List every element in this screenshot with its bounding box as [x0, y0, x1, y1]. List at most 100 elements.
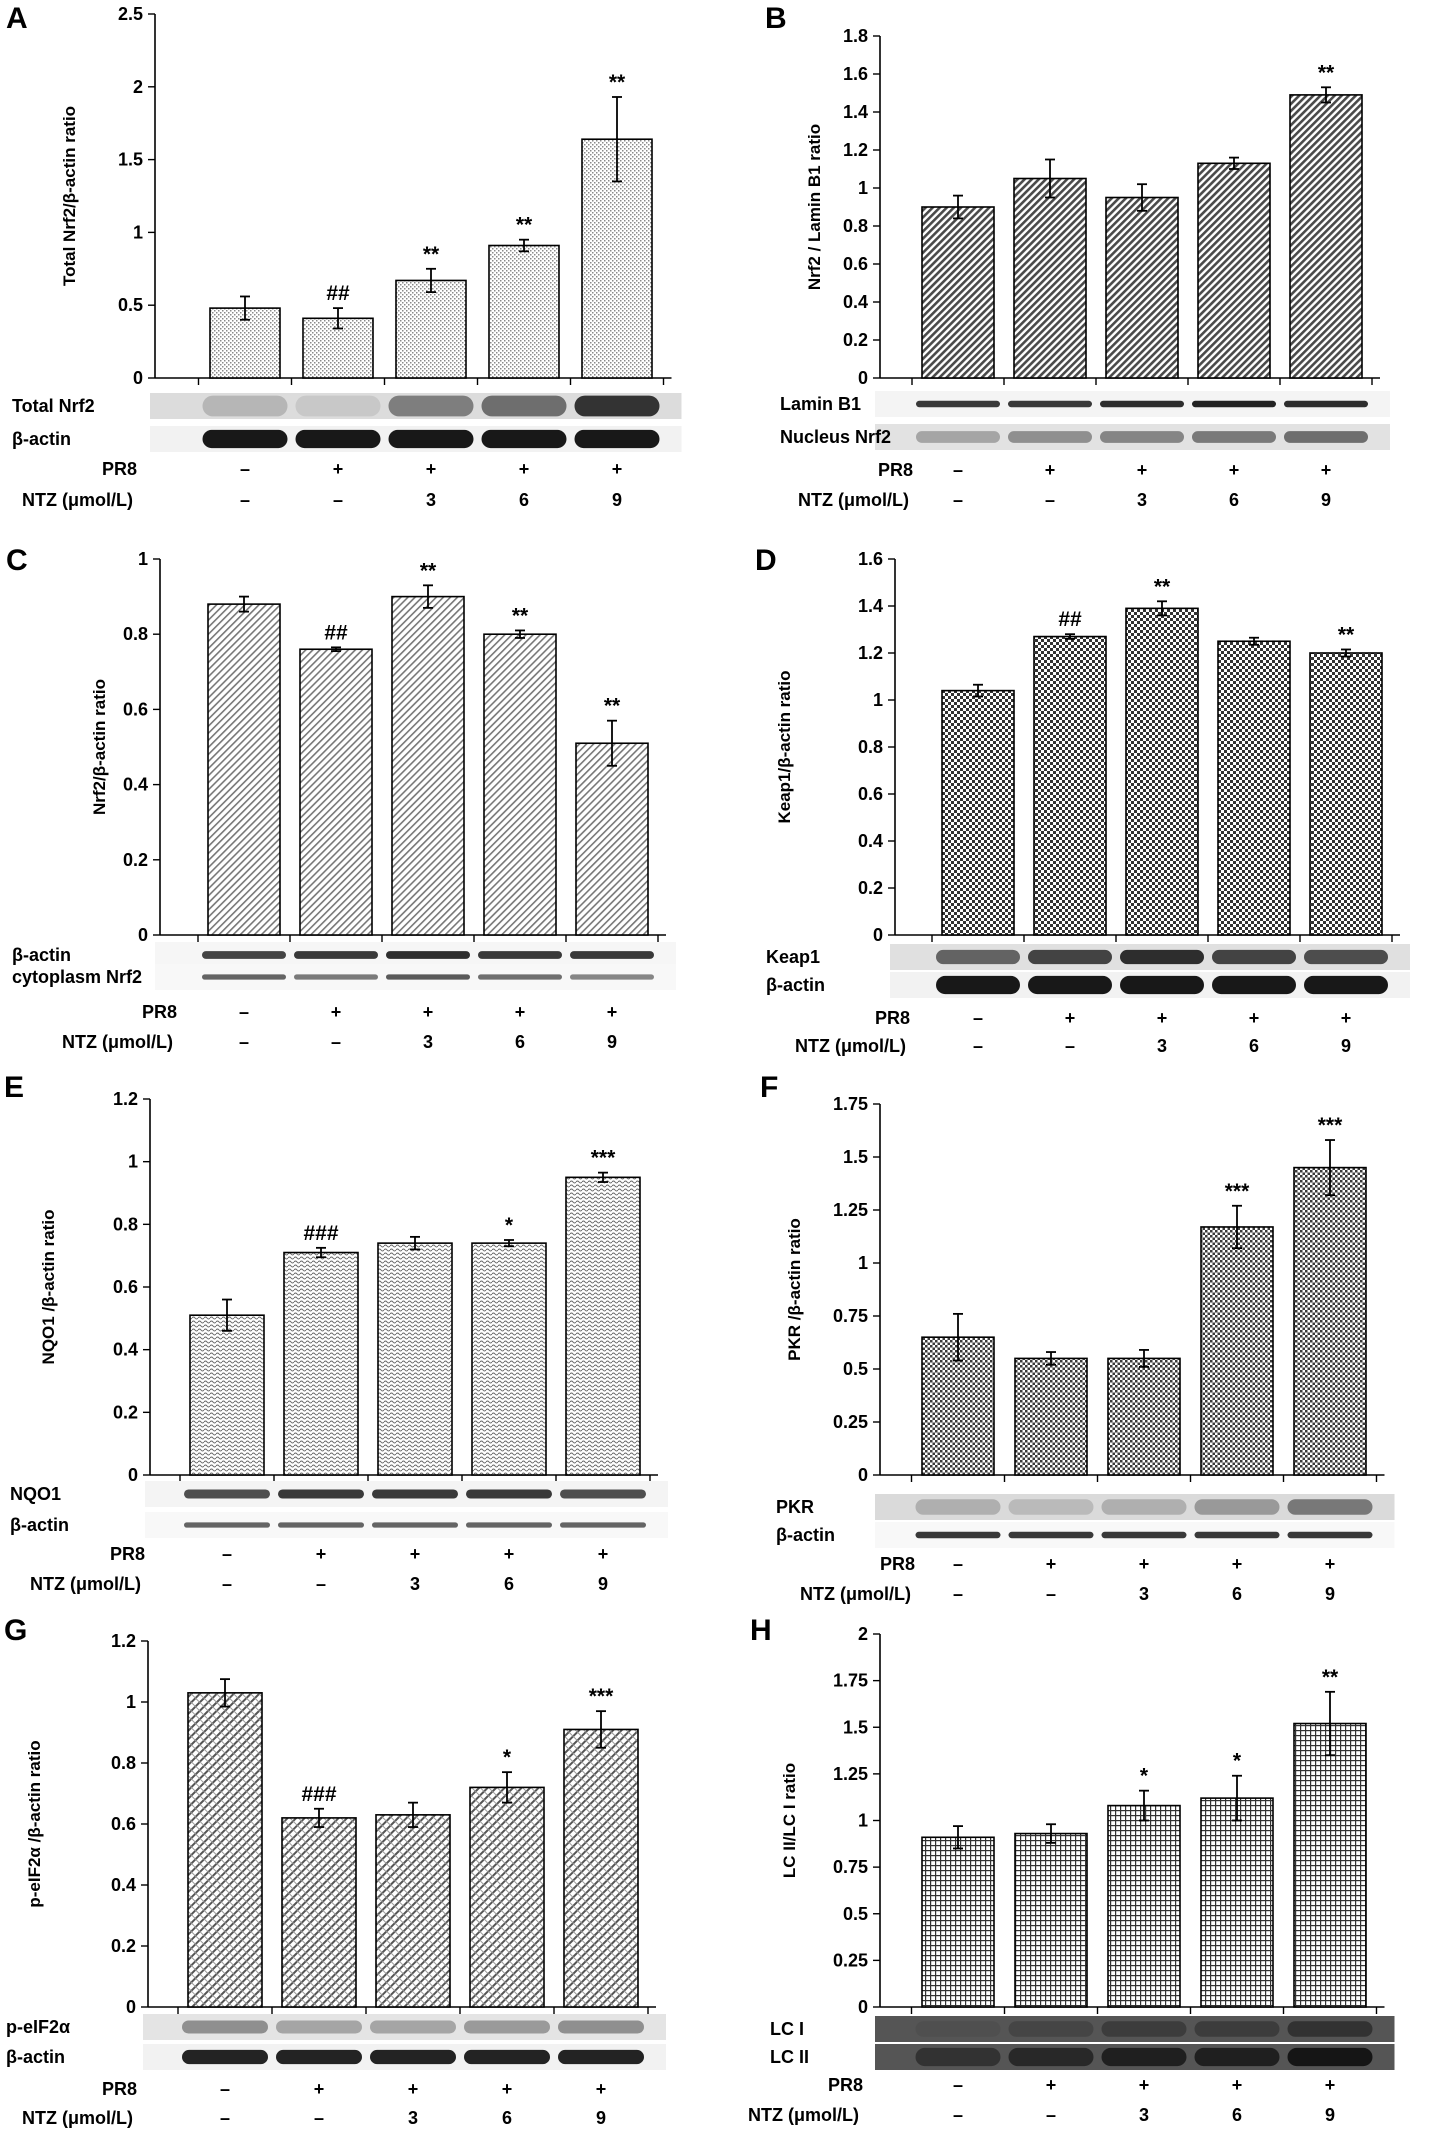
y-tick-label: 0.5: [843, 1904, 868, 1924]
error-bar: [331, 646, 341, 653]
pr8-label: PR8: [828, 2075, 863, 2095]
y-tick-label: 1.6: [858, 549, 883, 569]
y-tick-label: 1: [138, 549, 148, 569]
error-bar: [973, 683, 983, 698]
y-tick-label: 0.4: [111, 1875, 136, 1895]
panel-letter: H: [750, 1614, 772, 1647]
blot-band: [570, 974, 654, 980]
bar: [1217, 640, 1291, 936]
blot-band: [1212, 949, 1296, 965]
ntz-value: –: [316, 1574, 326, 1594]
blot-band: [478, 974, 562, 980]
blot-band: [388, 395, 474, 417]
error-bar: [515, 629, 525, 639]
blot-band: [466, 1489, 552, 1499]
y-axis-label: Nrf2/β-actin ratio: [90, 679, 109, 815]
bar: [299, 648, 373, 936]
y-tick-label: 0.4: [123, 775, 148, 795]
y-tick-label: 0: [858, 368, 868, 388]
blot-band: [570, 951, 654, 959]
error-bar: [1065, 633, 1075, 640]
error-bar: [1321, 86, 1331, 104]
blot-label: Keap1: [766, 947, 820, 967]
significance-label: *: [1233, 1750, 1242, 1773]
significance-label: ##: [324, 621, 348, 644]
ntz-value: 3: [426, 490, 436, 510]
pr8-value: +: [1232, 2075, 1243, 2095]
pr8-value: +: [612, 459, 623, 479]
pr8-value: +: [316, 1544, 327, 1564]
y-tick-label: 0.8: [111, 1753, 136, 1773]
blot-band: [294, 951, 378, 959]
pr8-value: –: [953, 2075, 963, 2095]
ntz-label: NTZ (μmol/L): [800, 1584, 911, 1604]
pr8-value: +: [1157, 1008, 1168, 1028]
blot-band: [1287, 1499, 1373, 1515]
bar: [375, 1814, 451, 2008]
blot-label: LC I: [770, 2019, 804, 2039]
y-tick-label: 0.75: [833, 1306, 868, 1326]
pr8-value: +: [1139, 2075, 1150, 2095]
y-tick-label: 0.2: [111, 1936, 136, 1956]
significance-label: **: [604, 695, 621, 718]
y-tick-label: 1.4: [858, 596, 883, 616]
pr8-value: +: [1065, 1008, 1076, 1028]
bar: [563, 1728, 639, 2008]
y-tick-label: 0.8: [123, 624, 148, 644]
ntz-value: 9: [596, 2108, 606, 2128]
y-tick-label: 0.6: [843, 254, 868, 274]
pr8-value: –: [953, 1554, 963, 1574]
ntz-label: NTZ (μmol/L): [30, 1574, 141, 1594]
ntz-label: NTZ (μmol/L): [798, 490, 909, 510]
blot-band: [202, 951, 286, 959]
pr8-value: –: [973, 1008, 983, 1028]
error-bar: [1045, 158, 1055, 199]
blot-band: [1192, 431, 1276, 443]
pr8-value: +: [1229, 460, 1240, 480]
y-tick-label: 0: [138, 925, 148, 945]
error-bar: [1137, 183, 1147, 212]
pr8-value: +: [1325, 1554, 1336, 1574]
bar: [1014, 1357, 1088, 1476]
significance-label: *: [1140, 1765, 1149, 1788]
error-bar: [1139, 1349, 1149, 1368]
blot-label: β-actin: [12, 945, 71, 965]
y-tick-label: 2: [858, 1624, 868, 1644]
panel-b: B 0 0.2 0.4 0.6 0.8 1 1.2 1.4 1.6 1.8 Nrf2 / Lamin …: [765, 2, 1390, 510]
ntz-label: NTZ (μmol/L): [22, 490, 133, 510]
ntz-value: 6: [1229, 490, 1239, 510]
bar: [488, 244, 560, 379]
error-bar: [316, 1246, 326, 1259]
pr8-value: +: [1325, 2075, 1336, 2095]
panel-letter: B: [765, 2, 787, 35]
blot-band: [1194, 2021, 1280, 2037]
ntz-value: –: [953, 490, 963, 510]
bar: [1107, 1357, 1181, 1476]
pr8-label: PR8: [875, 1008, 910, 1028]
blot-band: [372, 1522, 458, 1528]
bar: [187, 1692, 263, 2008]
significance-label: **: [1154, 575, 1171, 598]
error-bar: [1232, 1204, 1242, 1250]
pr8-label: PR8: [878, 460, 913, 480]
blot-band: [915, 1531, 1001, 1539]
error-bar: [953, 1312, 963, 1362]
ntz-value: –: [973, 1036, 983, 1056]
error-bar: [596, 1710, 606, 1749]
y-tick-label: 2.5: [118, 4, 143, 24]
blot-band: [202, 429, 288, 449]
pr8-value: +: [504, 1544, 515, 1564]
bar: [471, 1242, 547, 1476]
bar: [1107, 1804, 1181, 2008]
blot-label: β-actin: [766, 975, 825, 995]
ntz-value: 3: [408, 2108, 418, 2128]
pr8-value: +: [1232, 1554, 1243, 1574]
ntz-value: 9: [1325, 1584, 1335, 1604]
pr8-value: +: [410, 1544, 421, 1564]
y-tick-label: 1.25: [833, 1764, 868, 1784]
pr8-value: +: [333, 459, 344, 479]
blot-band: [560, 1522, 646, 1528]
pr8-value: +: [607, 1002, 618, 1022]
bar: [921, 206, 995, 379]
